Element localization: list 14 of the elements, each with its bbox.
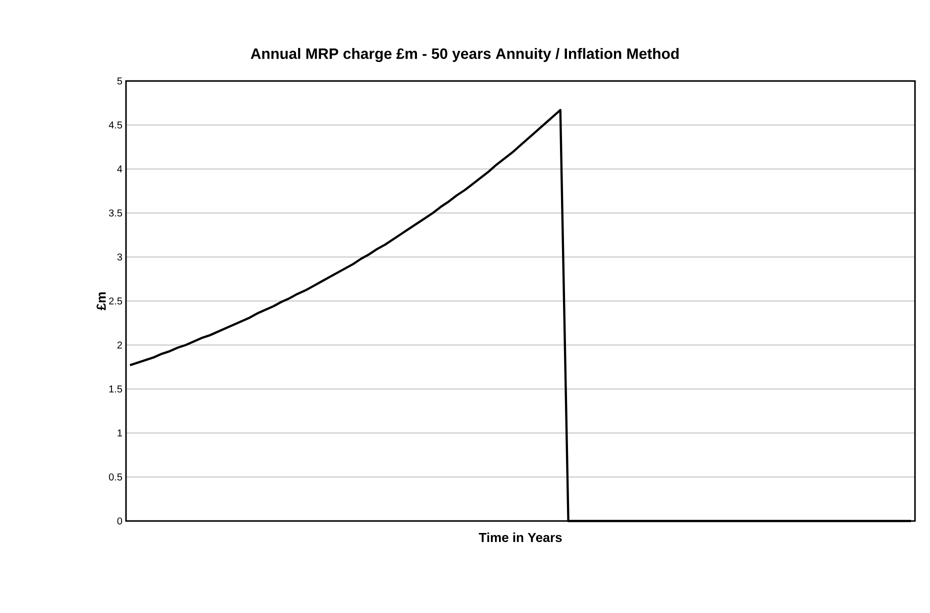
y-tick-label: 2 bbox=[117, 342, 122, 348]
y-tick-label: 1 bbox=[118, 430, 122, 436]
y-axis-title: £m bbox=[96, 292, 106, 310]
y-tick-label: 1.5 bbox=[109, 385, 122, 392]
y-tick-label: 0.5 bbox=[108, 473, 122, 481]
chart-title: Annual MRP charge £m - 50 years Annuity / Inflation Method bbox=[250, 48, 679, 62]
y-tick-label: 5 bbox=[117, 78, 122, 84]
y-tick-label: 3.5 bbox=[108, 209, 122, 217]
y-tick-label: 4 bbox=[117, 166, 122, 172]
y-tick-label: 2.5 bbox=[109, 297, 122, 305]
y-tick-label: 0 bbox=[117, 517, 122, 525]
x-axis-title: Time in Years bbox=[478, 532, 562, 542]
y-tick-label: 3 bbox=[117, 253, 122, 261]
y-tick-label: 4.5 bbox=[108, 122, 122, 128]
